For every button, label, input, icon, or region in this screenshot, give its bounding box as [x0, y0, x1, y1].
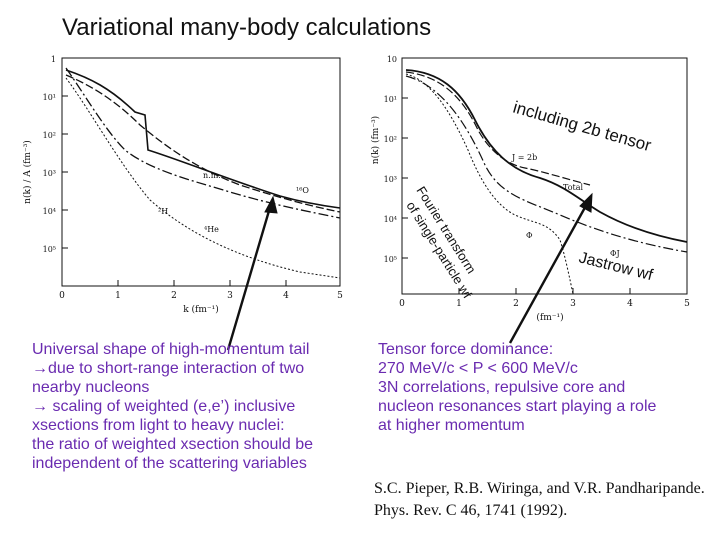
right-explanation: Tensor force dominance: 270 MeV/c < P < … — [378, 340, 708, 435]
left-curve-label: ⁴He — [204, 225, 219, 234]
left-xtick: 1 — [115, 291, 121, 301]
right-curve-j2b — [405, 71, 591, 186]
left-xtick: 4 — [283, 291, 289, 301]
right-curve-phij — [405, 75, 688, 253]
arrow-left-to-plot — [226, 195, 278, 351]
right-ylabel: n(k) (fm⁻³) — [370, 116, 381, 164]
left-text-line: nearby nucleons — [32, 379, 150, 396]
right-curve-total — [405, 69, 688, 243]
left-ytick: 10² — [43, 131, 56, 140]
right-ytick: 10 — [387, 55, 397, 64]
left-xtick: 5 — [337, 291, 343, 301]
left-text-line: independent of the scattering variables — [32, 455, 307, 472]
right-curve-label: Φ — [526, 231, 533, 240]
right-ytick: 10⁴ — [384, 215, 397, 224]
right-text-line: nucleon resonances start playing a role — [378, 398, 657, 415]
right-text-line: 270 MeV/c < P < 600 MeV/c — [378, 360, 578, 377]
left-text-line: → scaling of weighted (e,e’) inclusive — [32, 398, 296, 415]
right-xtick: 2 — [513, 299, 519, 309]
right-xtick: 1 — [456, 299, 462, 309]
citation-journal: Phys. Rev. C 46, 1741 (1992). — [374, 502, 568, 519]
slide-title: Variational many-body calculations — [62, 14, 432, 41]
left-curve-o16 — [65, 74, 341, 213]
right-text-line: Tensor force dominance: — [378, 341, 554, 358]
right-ytick: 10³ — [384, 175, 397, 184]
right-ytick: 10¹ — [384, 95, 397, 104]
right-curve-label: J = 2b — [511, 153, 537, 162]
left-curve-label: ²H — [158, 207, 168, 216]
left-ytick: 1 — [51, 55, 56, 64]
right-xtick: 4 — [627, 299, 633, 309]
right-xtick: 0 — [399, 299, 405, 309]
left-text-line: →due to short-range interaction of two — [32, 360, 305, 377]
right-ytick: 10² — [384, 135, 397, 144]
right-curve-label: ΦJ — [610, 249, 620, 258]
left-text-line: xsections from light to heavy nuclei: — [32, 417, 285, 434]
right-plot: 0 1 2 3 4 5 10 10¹ 10² 10³ 10⁴ 10⁵ n(k) … — [370, 55, 690, 323]
left-text-line: the ratio of weighted xsection should be — [32, 436, 314, 453]
left-plot-frame — [61, 57, 341, 287]
left-ylabel: n(k) / A (fm⁻³) — [22, 140, 33, 204]
left-xtick: 2 — [171, 291, 177, 301]
left-ytick: 10³ — [43, 169, 56, 178]
left-explanation: Universal shape of high-momentum tail →d… — [32, 340, 372, 473]
left-curve-label: n.m. — [203, 171, 221, 180]
right-xtick: 3 — [570, 299, 576, 309]
left-curve-he4 — [65, 77, 341, 279]
right-curve-label: Total — [563, 183, 584, 192]
right-xlabel: (fm⁻¹) — [536, 312, 563, 323]
right-text-line: 3N correlations, repulsive core and — [378, 379, 626, 396]
right-plot-frame — [401, 57, 688, 295]
left-text-line: Universal shape of high-momentum tail — [32, 341, 310, 358]
left-xlabel: k (fm⁻¹) — [183, 304, 219, 315]
right-xtick: 5 — [684, 299, 690, 309]
citation: S.C. Pieper, R.B. Wiringa, and V.R. Pand… — [374, 478, 705, 522]
left-ytick: 10⁴ — [43, 207, 56, 216]
left-xtick: 0 — [59, 291, 65, 301]
right-text-line: at higher momentum — [378, 417, 525, 434]
arrow-right-to-plot — [508, 192, 593, 344]
annotation-including-2b-tensor: including 2b tensor — [511, 98, 654, 156]
left-ytick: 10⁵ — [43, 245, 56, 254]
left-curve-label: ¹⁶O — [296, 186, 309, 195]
right-ytick: 10⁵ — [384, 255, 397, 264]
left-curve-h2 — [65, 67, 341, 219]
left-xtick: 3 — [227, 291, 233, 301]
citation-authors: S.C. Pieper, R.B. Wiringa, and V.R. Pand… — [374, 480, 705, 497]
left-ytick: 10¹ — [43, 93, 56, 102]
left-curve-nm — [65, 69, 341, 209]
left-plot: 0 1 2 3 4 5 1 10¹ 10² 10³ 10⁴ 10⁵ n(k) /… — [22, 55, 343, 315]
